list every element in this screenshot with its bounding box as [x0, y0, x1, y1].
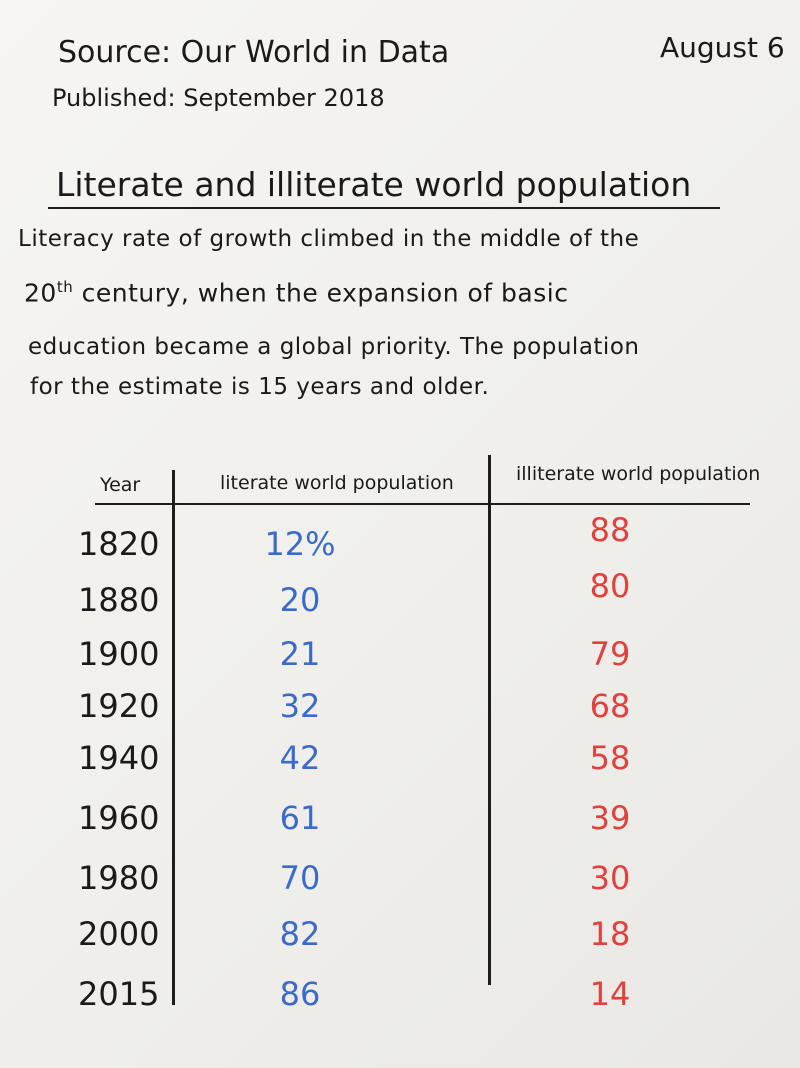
illiterate-share: 79 [589, 635, 631, 673]
illiterate-share: 68 [589, 687, 631, 725]
description-line: 20th century, when the expansion of basi… [24, 278, 569, 308]
illiterate-share: 80 [589, 567, 631, 605]
column-rule [172, 470, 175, 1005]
year: 1880 [78, 581, 160, 619]
illiterate-share: 30 [589, 859, 631, 897]
year: 1940 [78, 739, 160, 777]
description-text: century, when the expansion of basic [81, 278, 569, 308]
title-underline [48, 207, 720, 209]
illiterate-share: 58 [589, 739, 631, 777]
column-header: illiterate world population [516, 463, 761, 485]
literate-share: 70 [279, 859, 321, 897]
year: 2015 [78, 975, 160, 1013]
literate-share: 42 [279, 739, 321, 777]
year: 1980 [78, 859, 160, 897]
description-line: Literacy rate of growth climbed in the m… [18, 226, 640, 252]
column-rule [488, 455, 491, 985]
description-line: education became a global priority. The … [28, 334, 640, 360]
ordinal-suffix: th [56, 278, 74, 296]
year: 1920 [78, 687, 160, 725]
date: August 6 [660, 31, 785, 64]
literate-share: 20 [279, 581, 321, 619]
description-line: for the estimate is 15 years and older. [30, 374, 490, 400]
year: 1900 [78, 635, 160, 673]
illiterate-share: 39 [589, 799, 631, 837]
year: 1820 [78, 525, 160, 563]
column-header: Year [100, 474, 141, 496]
literate-share: 86 [279, 975, 321, 1013]
column-header: literate world population [220, 472, 454, 494]
title: Literate and illiterate world population [56, 165, 692, 204]
source: Source: Our World in Data [58, 35, 450, 70]
year: 2000 [78, 915, 160, 953]
literate-share: 21 [279, 635, 321, 673]
literate-share: 32 [279, 687, 321, 725]
illiterate-share: 18 [589, 915, 631, 953]
literate-share: 82 [279, 915, 321, 953]
published: Published: September 2018 [52, 84, 385, 112]
header-rule [95, 503, 750, 505]
year: 1960 [78, 799, 160, 837]
illiterate-share: 14 [589, 975, 631, 1013]
literate-share: 61 [279, 799, 321, 837]
ordinal: 20 [24, 278, 57, 308]
literate-share: 12% [264, 525, 336, 563]
illiterate-share: 88 [589, 511, 631, 549]
